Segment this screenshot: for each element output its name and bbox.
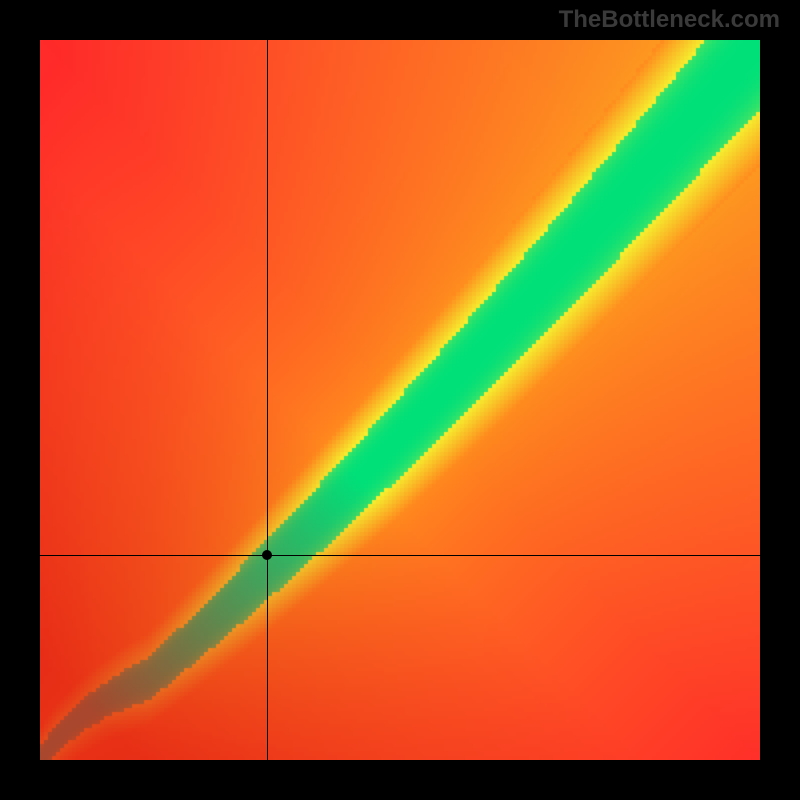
crosshair-horizontal xyxy=(40,555,760,556)
heatmap-canvas xyxy=(40,40,760,760)
crosshair-vertical xyxy=(267,40,268,760)
plot-area xyxy=(40,40,760,760)
watermark-text: TheBottleneck.com xyxy=(559,6,780,34)
figure-container: TheBottleneck.com xyxy=(0,0,800,800)
crosshair-marker xyxy=(262,550,272,560)
